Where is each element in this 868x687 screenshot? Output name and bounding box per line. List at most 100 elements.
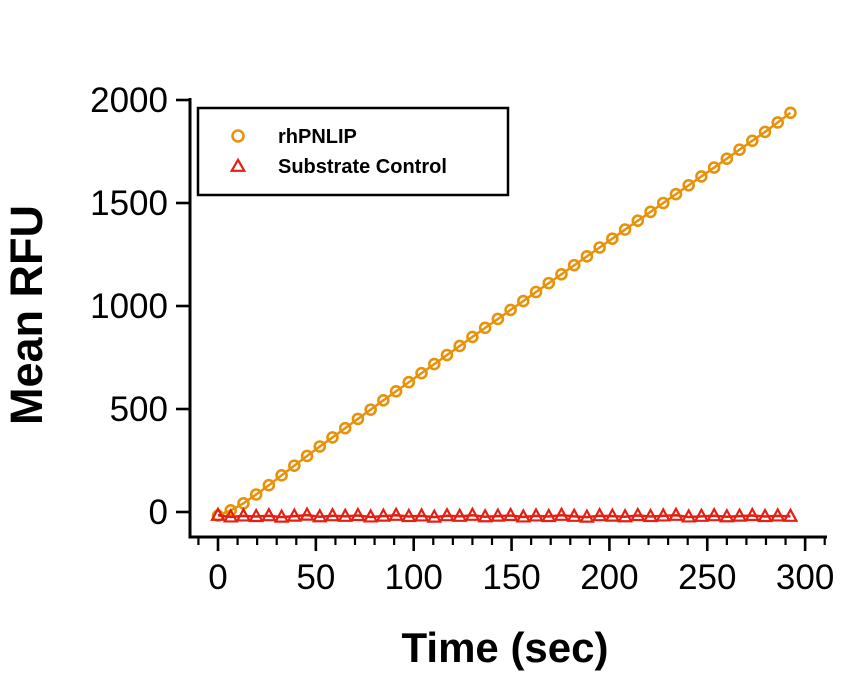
data-point-circle (555, 267, 568, 281)
data-point-triangle (769, 507, 786, 522)
data-point-triangle (757, 507, 773, 523)
data-point-triangle (261, 506, 277, 522)
data-point-circle (720, 152, 734, 166)
data-point-circle (402, 375, 416, 389)
data-point-triangle (629, 506, 646, 522)
data-point-circle (669, 187, 683, 201)
data-point-triangle (706, 506, 722, 522)
data-point-circle (478, 321, 492, 335)
data-point-triangle (604, 507, 621, 522)
data-point-triangle (286, 507, 303, 522)
data-point-triangle (591, 506, 608, 522)
data-point-circle (288, 459, 301, 472)
data-point-triangle (502, 506, 519, 522)
x-tick-label: 250 (678, 558, 736, 597)
data-point-triangle (426, 508, 443, 523)
data-point-circle (606, 232, 619, 245)
data-point-circle (453, 339, 467, 353)
data-point-circle (491, 312, 505, 326)
data-point-triangle (337, 507, 354, 522)
x-tick-label: 150 (482, 558, 540, 597)
x-tick-label: 300 (776, 558, 834, 597)
data-point-triangle (375, 507, 392, 522)
y-tick-label: 500 (110, 390, 168, 429)
x-axis-title: Time (sec) (402, 624, 609, 671)
data-point-triangle (235, 507, 252, 522)
data-point-triangle (744, 506, 761, 522)
data-point-circle (224, 504, 238, 517)
data-point-triangle (579, 508, 595, 523)
data-point-triangle (655, 507, 672, 522)
data-point-circle (529, 285, 543, 299)
x-tick-label: 0 (208, 558, 227, 597)
data-point-triangle (350, 506, 366, 522)
data-point-circle (377, 394, 390, 407)
data-point-triangle (553, 506, 570, 521)
data-point-triangle (413, 507, 430, 522)
series-line-triangle (217, 513, 791, 519)
data-point-circle (427, 357, 441, 371)
data-point-triangle (477, 507, 493, 523)
data-point-circle (326, 431, 339, 444)
data-point-triangle (222, 508, 239, 523)
data-point-triangle (299, 506, 315, 521)
data-point-triangle (731, 507, 748, 522)
data-point-triangle (451, 507, 468, 522)
data-point-triangle (490, 507, 506, 522)
data-point-circle (338, 421, 352, 435)
data-point-triangle (400, 507, 417, 523)
data-point-circle (364, 403, 377, 416)
data-point-circle (542, 276, 556, 290)
data-point-circle (644, 205, 657, 219)
data-point-circle (695, 170, 708, 183)
y-tick-label: 2000 (90, 81, 168, 120)
data-point-triangle (464, 506, 481, 521)
data-point-triangle (273, 508, 290, 523)
data-point-circle (300, 449, 314, 463)
data-point-triangle (668, 506, 684, 521)
axis-spines (188, 98, 827, 539)
legend-marker-circle-icon (231, 129, 245, 143)
data-point-triangle (642, 507, 659, 523)
x-tick-label: 200 (580, 558, 638, 597)
data-point-triangle (362, 508, 379, 523)
data-point-circle (466, 330, 479, 344)
data-point-circle (567, 258, 581, 272)
data-point-circle (682, 178, 695, 192)
y-tick-label: 0 (149, 493, 168, 532)
data-point-circle (389, 384, 403, 398)
data-point-circle (758, 125, 772, 139)
legend-box (196, 106, 510, 197)
data-point-triangle (248, 507, 265, 523)
data-point-circle (440, 348, 454, 362)
legend-label-substrate-control: Substrate Control (278, 156, 447, 178)
data-point-triangle (388, 506, 404, 521)
data-point-circle (618, 223, 632, 236)
data-point-circle (656, 196, 670, 210)
legend: rhPNLIP Substrate Control (196, 106, 510, 197)
data-point-circle (733, 143, 746, 156)
y-tick-label: 1500 (90, 184, 168, 223)
data-point-triangle (782, 507, 799, 522)
data-point-circle (771, 116, 785, 129)
data-point-circle (784, 106, 797, 120)
data-point-circle (249, 488, 263, 501)
series-line-circle (217, 111, 792, 517)
data-point-triangle (540, 507, 557, 523)
data-point-triangle (566, 507, 583, 522)
data-point-circle (275, 469, 288, 482)
data-point-circle (631, 214, 645, 228)
data-point-triangle (718, 507, 735, 523)
data-point-triangle (617, 507, 633, 523)
data-point-circle (313, 440, 327, 453)
data-point-triangle (210, 506, 226, 521)
y-tick-label: 1000 (90, 287, 168, 326)
axes-layer: 0 50 100 150 200 250 300 0 500 1000 1500 2000 (90, 81, 834, 597)
x-tick-label: 100 (385, 558, 443, 597)
data-point-circle (517, 294, 530, 308)
data-point-triangle (324, 506, 341, 522)
data-point-circle (351, 412, 365, 426)
data-point-circle (580, 250, 594, 263)
